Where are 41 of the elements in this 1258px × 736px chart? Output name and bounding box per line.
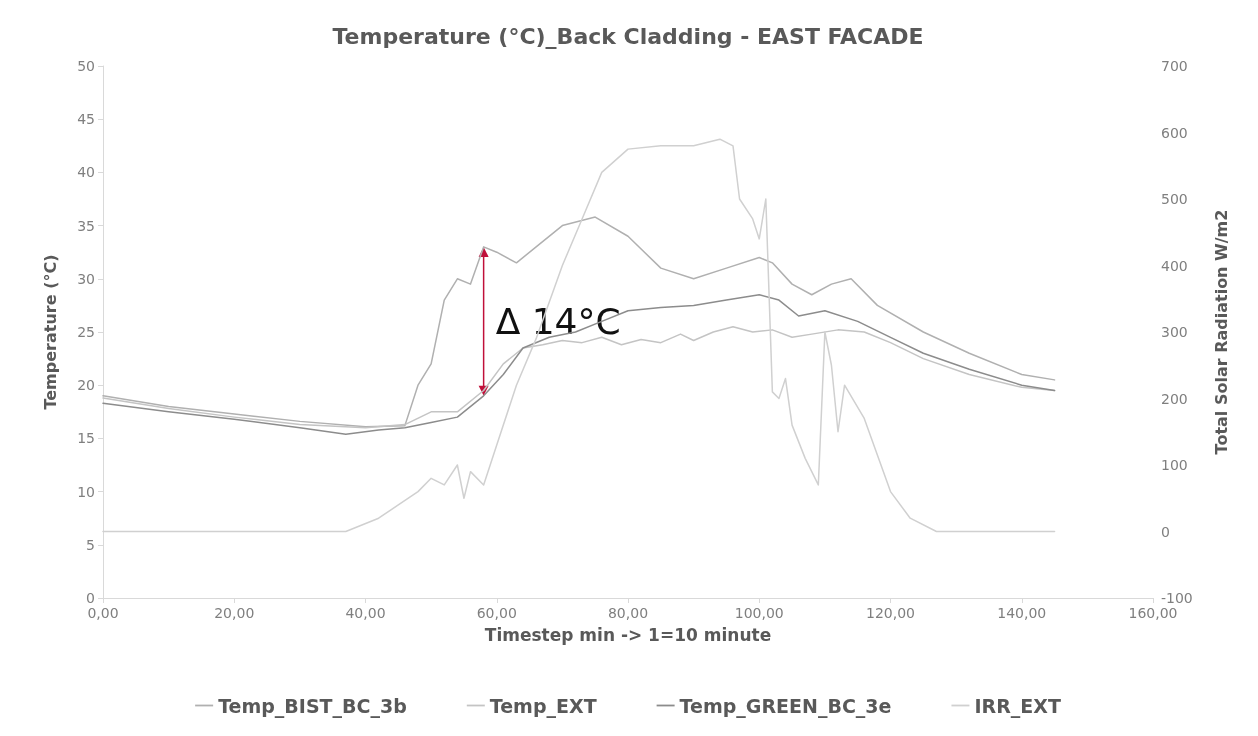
line-series	[102, 138, 1056, 533]
y2-tick-label: 0	[1161, 523, 1170, 540]
y-tick-label: 0	[86, 590, 95, 606]
x-tick-label: 40,00	[345, 605, 386, 621]
y2-tick-label: 500	[1161, 191, 1188, 207]
y2-axis-title: Total Solar Radiation W/m2	[1211, 209, 1231, 455]
line-series	[102, 294, 1056, 435]
x-tick-label: 60,00	[476, 605, 517, 621]
legend-label: Temp_GREEN_BC_3e	[679, 694, 892, 718]
x-tick-label: 140,00	[997, 605, 1047, 621]
y2-tick-label: 300	[1161, 324, 1188, 340]
x-tick-label: 100,00	[734, 605, 784, 621]
y-tick-label: 25	[77, 324, 95, 340]
y-tick-label: 50	[77, 58, 95, 74]
x-tick-label: 120,00	[866, 605, 915, 621]
x-axis-title: Timestep min -> 1=10 minute	[484, 624, 772, 645]
y-tick-label: 10	[77, 483, 95, 500]
x-tick-label: 80,00	[607, 605, 649, 621]
annotation: Δ 14°C	[495, 300, 621, 342]
y2-tick-label: 200	[1161, 390, 1188, 407]
y2-tick-label: 400	[1161, 257, 1188, 274]
y-tick-label: 20	[77, 377, 95, 394]
legend-label: Temp_BIST_BC_3b	[218, 694, 407, 718]
x-tick-label: 0,00	[87, 605, 119, 621]
legend-label: Temp_EXT	[489, 694, 597, 718]
y-tick-label: 45	[77, 111, 95, 128]
y2-tick-label: 700	[1161, 58, 1188, 74]
line-series	[102, 216, 1056, 428]
legend-label: IRR_EXT	[974, 694, 1061, 718]
y-axis-title: Temperature (°C)	[40, 254, 60, 410]
x-tick-label: 20,00	[214, 605, 255, 621]
chart-title: Temperature (°C)_Back Cladding - EAST FACADE	[332, 23, 924, 49]
y2-tick-label: 600	[1161, 124, 1188, 141]
y2-tick-label: -100	[1161, 590, 1193, 606]
y2-tick-label: 100	[1161, 457, 1188, 473]
y-tick-label: 5	[86, 536, 95, 553]
y-tick-label: 40	[77, 164, 95, 181]
y-tick-label: 35	[77, 217, 95, 234]
x-tick-label: 160,00	[1128, 605, 1178, 621]
y-tick-label: 15	[77, 430, 95, 447]
y-tick-label: 30	[77, 270, 95, 287]
